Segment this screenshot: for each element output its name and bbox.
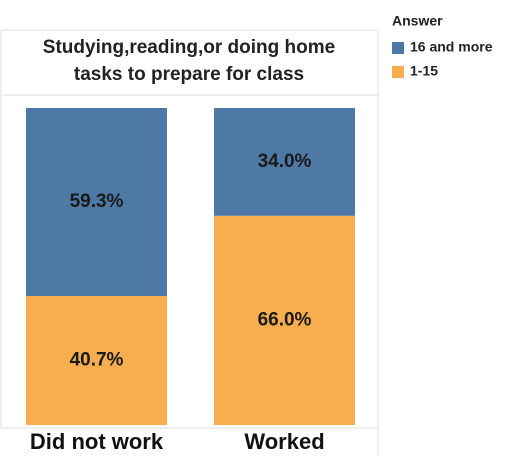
data-label: 66.0% [258, 309, 312, 330]
legend-swatch [392, 66, 404, 78]
bar-segment [26, 108, 167, 296]
x-tick-label: Worked [244, 429, 324, 454]
data-label: 34.0% [258, 151, 312, 172]
legend-title: Answer [392, 13, 443, 29]
bar-segment [214, 108, 355, 216]
legend-swatch [392, 42, 404, 54]
chart-title-text: Studying,reading,or doing home tasks to … [42, 37, 336, 85]
bar-segment [26, 295, 167, 425]
legend-label: 1-15 [410, 63, 438, 79]
data-label: 59.3% [70, 191, 124, 212]
chart-title: Studying,reading,or doing home tasks to … [0, 34, 378, 88]
data-label: 40.7% [70, 350, 124, 371]
x-tick-label: Did not work [30, 429, 164, 454]
bar-segment [214, 215, 355, 425]
legend-label: 16 and more [410, 39, 493, 55]
